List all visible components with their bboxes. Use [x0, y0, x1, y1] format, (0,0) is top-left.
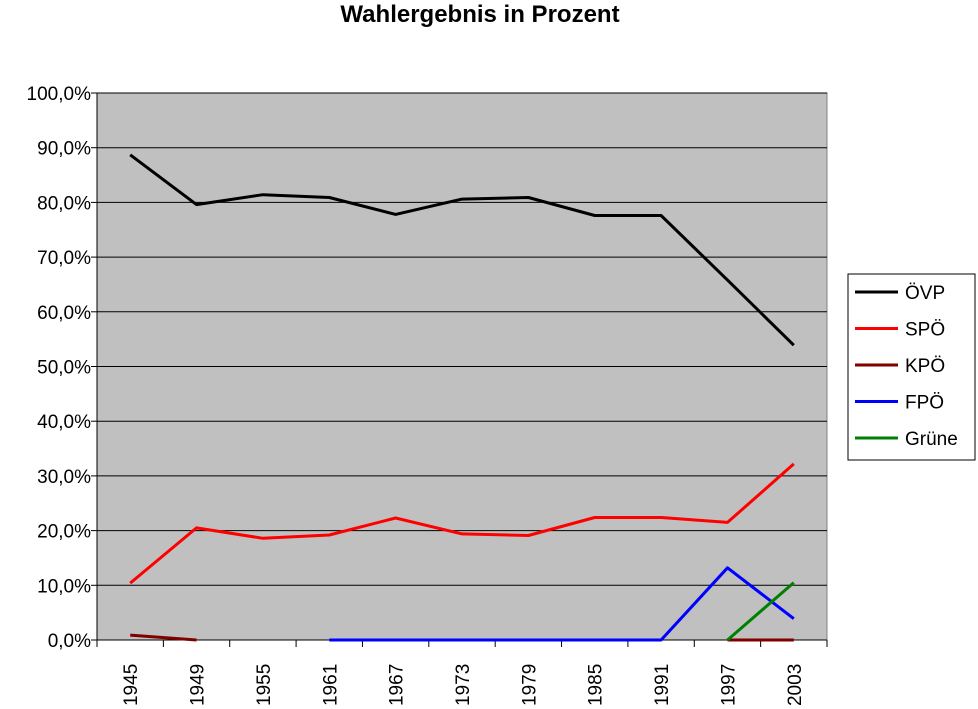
y-tick-labels: 0,0% 10,0% 20,0% 30,0% 40,0% 50,0% 60,0% 70,0% 8…: [27, 84, 92, 652]
x-tick-labels: 1945 1949 1955 1961 1967 1973 1979 1985 1991 1997…: [121, 664, 806, 706]
x-tick-label: 2003: [785, 664, 806, 706]
chart-title: Wahlergebnis in Prozent: [340, 1, 619, 28]
legend-label-sp-: SPÖ: [905, 320, 945, 341]
x-tick-label: 1961: [320, 664, 341, 706]
series-line-sp-: [129, 462, 795, 585]
y-tick-label: 90,0%: [37, 139, 91, 160]
x-tick-label: 1949: [188, 664, 209, 706]
x-tick-label: 1985: [586, 664, 607, 706]
y-tick-label: 70,0%: [37, 248, 91, 269]
x-tick-label: 1967: [387, 664, 408, 706]
legend-box: [847, 273, 976, 461]
y-tick-label: 60,0%: [37, 303, 91, 324]
legend-label-gr-ne: Grüne: [905, 429, 958, 450]
legend-label-fp-: FPÖ: [905, 393, 944, 414]
y-tick-label: 40,0%: [37, 412, 91, 433]
series-group: [129, 153, 795, 642]
legend: ÖVP SPÖ KPÖ FPÖ Grüne: [847, 273, 976, 461]
y-tick-label: 80,0%: [37, 193, 91, 214]
series-line-kp-: [130, 633, 197, 642]
legend-label--vp: ÖVP: [905, 283, 945, 304]
legend-label-kp-: KPÖ: [905, 356, 945, 377]
x-tick-label: 1955: [254, 664, 275, 706]
series-line-fp-: [329, 566, 795, 642]
x-tick-label: 1979: [519, 664, 540, 706]
x-tick-label: 1991: [652, 664, 673, 706]
y-tick-label: 0,0%: [48, 631, 91, 652]
series-line--vp: [129, 153, 795, 347]
y-tick-label: 100,0%: [27, 84, 92, 105]
x-tick-label: 1945: [121, 664, 142, 706]
y-tick-label: 10,0%: [37, 576, 91, 597]
y-tick-label: 20,0%: [37, 522, 91, 543]
y-tick-label: 50,0%: [37, 358, 91, 379]
y-tick-label: 30,0%: [37, 467, 91, 488]
series-line-gr-ne: [726, 581, 795, 642]
x-tick-label: 1997: [718, 664, 739, 706]
x-tick-label: 1973: [453, 664, 474, 706]
